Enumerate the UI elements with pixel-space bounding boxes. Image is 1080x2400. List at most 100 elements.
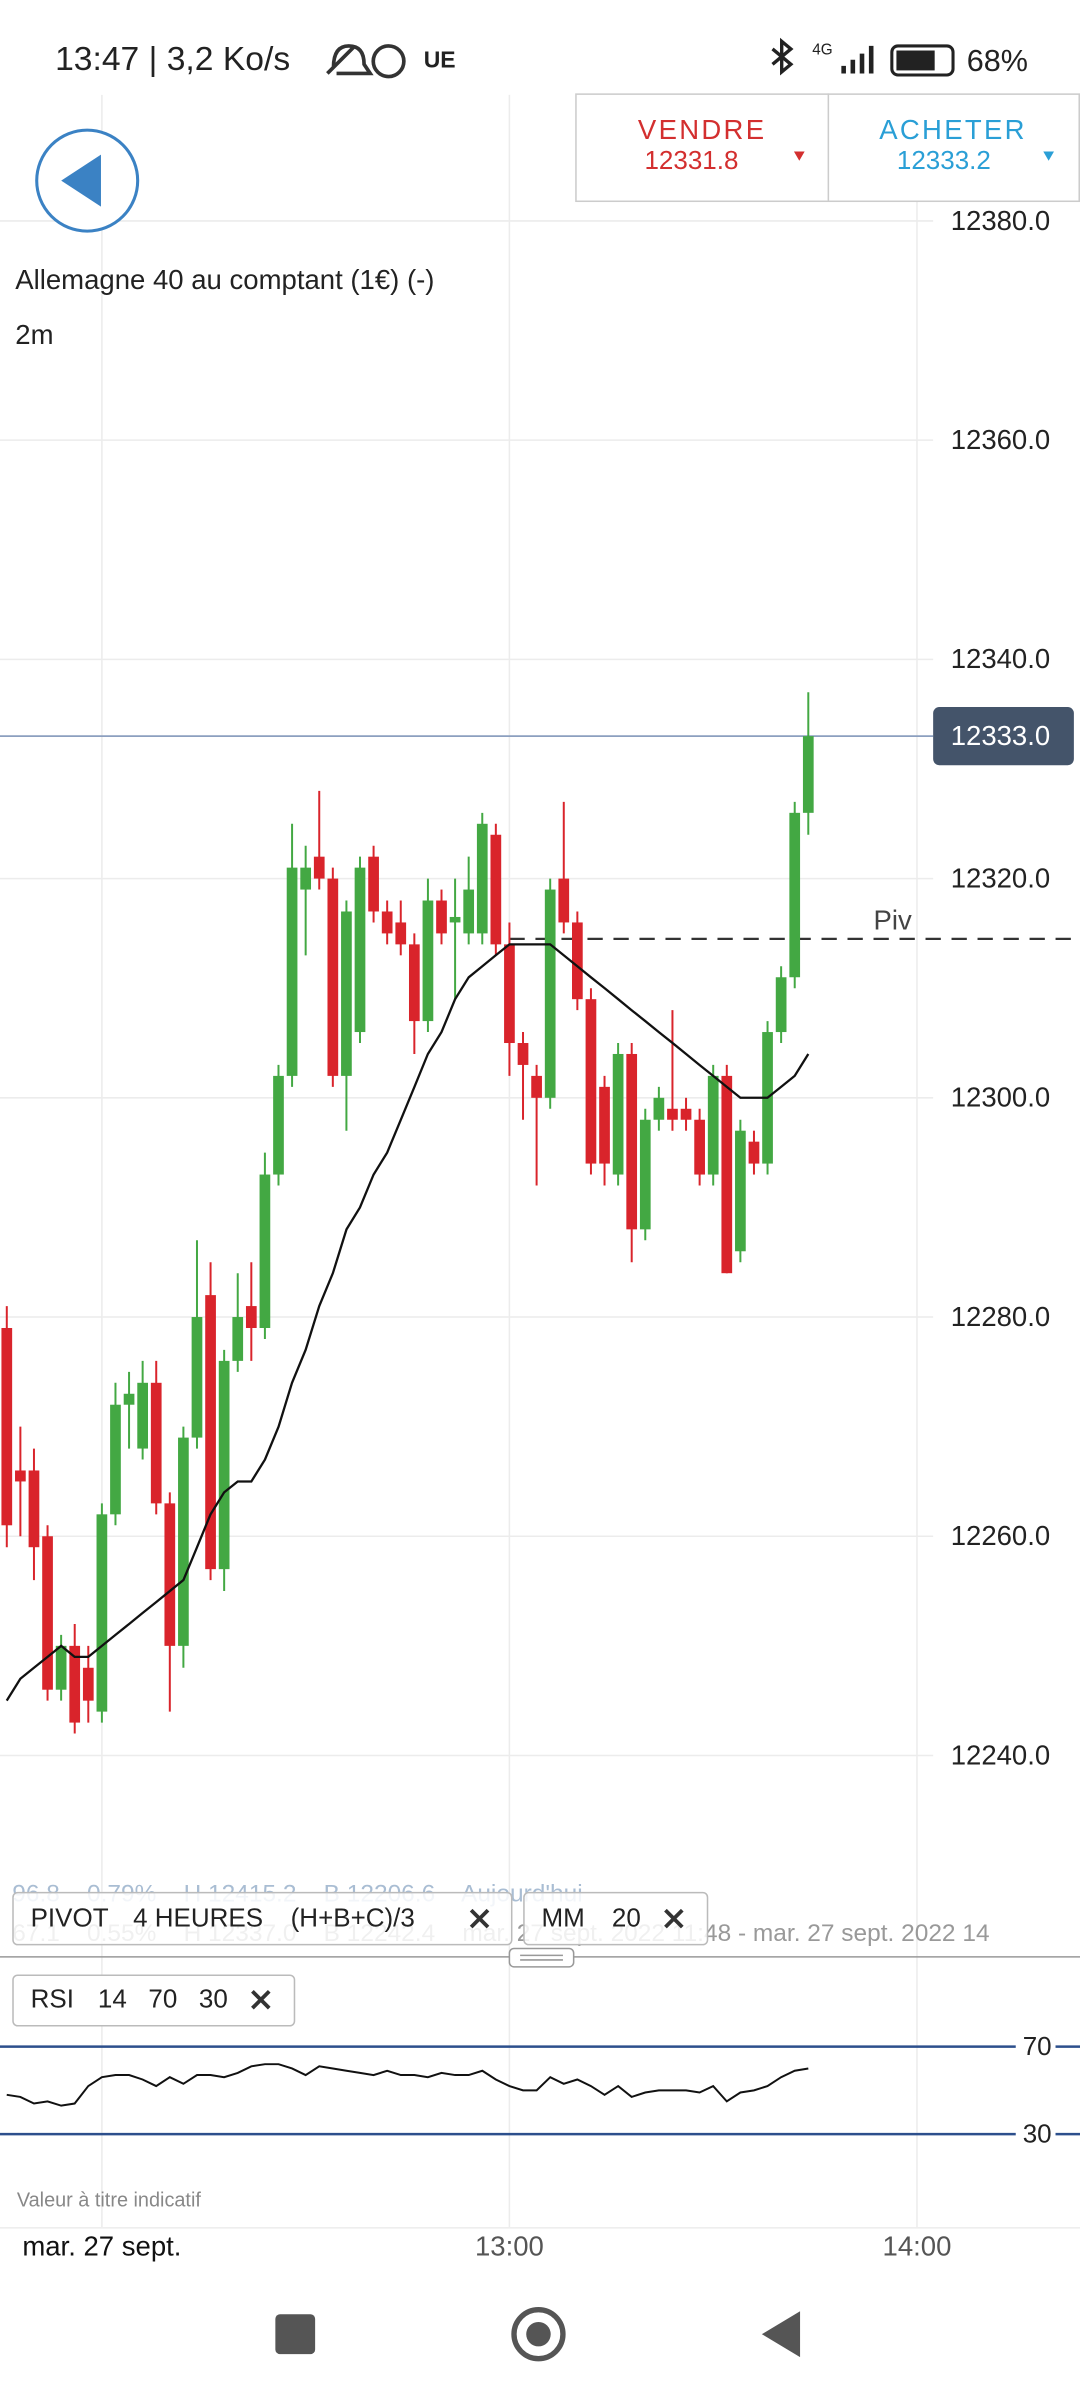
chip-text: (H+B+C)/3 <box>291 1902 415 1932</box>
candle-body <box>123 1393 135 1405</box>
grid <box>0 94 934 2228</box>
candle-body <box>232 1317 244 1361</box>
rsi-pane: 70 30 <box>0 2031 1080 2149</box>
candle-body <box>205 1295 216 1570</box>
nav-home[interactable] <box>511 2307 566 2362</box>
y-tick-label: 12280.0 <box>951 1301 1051 1332</box>
buy-button[interactable]: ACHETER 12333.2 <box>879 114 1054 175</box>
pivot-chip[interactable]: PIVOT 4 HEURES (H+B+C)/3 <box>12 1891 513 1946</box>
x-axis: mar. 27 sept. 13:00 14:00 <box>22 2231 951 2262</box>
candle-body <box>544 889 556 1098</box>
candle-body <box>680 1108 692 1120</box>
battery-level <box>896 50 935 71</box>
candle-body <box>802 736 814 813</box>
candle-body <box>612 1053 624 1175</box>
status-region: UE <box>424 46 456 72</box>
candle-body <box>55 1645 67 1690</box>
candle-body <box>653 1097 665 1120</box>
candle-body <box>721 1075 733 1274</box>
chart-interval: 2m <box>15 319 53 350</box>
candle-body <box>178 1437 189 1646</box>
status-network: 4G <box>812 42 832 59</box>
signal-icon <box>841 45 874 74</box>
candle-body <box>96 1514 108 1712</box>
candle-body <box>694 1119 705 1175</box>
candle-body <box>463 889 475 934</box>
y-tick-label: 12340.0 <box>951 643 1051 674</box>
candle-body <box>191 1317 203 1438</box>
x-tick-label: 13:00 <box>475 2231 544 2262</box>
y-tick-label: 12260.0 <box>951 1520 1051 1551</box>
candle-body <box>395 922 407 945</box>
candle-body <box>368 856 379 912</box>
candle-body <box>327 878 339 1076</box>
rsi-line <box>6 2063 809 2107</box>
chip-close[interactable] <box>664 1908 684 1929</box>
bluetooth-icon <box>771 37 794 76</box>
x-tick-label: mar. 27 sept. <box>22 2231 181 2262</box>
chart-title: Allemagne 40 au comptant (1€) (-) <box>15 264 434 295</box>
chip-close[interactable] <box>251 1989 271 2010</box>
rsi-level-label-bg <box>1015 2032 1056 2061</box>
y-tick-label: 12300.0 <box>951 1082 1051 1113</box>
disclaimer: Valeur à titre indicatif <box>17 2189 202 2211</box>
current-price-label: 12333.0 <box>951 720 1051 751</box>
candle-body <box>449 916 461 923</box>
candle-body <box>381 911 393 934</box>
x-tick-label: 14:00 <box>883 2231 952 2262</box>
buy-arrow <box>1043 151 1054 161</box>
status-battery: 68% <box>967 44 1028 78</box>
candle-body <box>585 999 597 1164</box>
candle-body <box>436 900 447 934</box>
candle-body <box>273 1075 284 1175</box>
candle-body <box>164 1503 176 1646</box>
candle-body <box>789 812 801 978</box>
rsi-chip[interactable]: RSI 14 70 30 <box>12 1974 296 2027</box>
sell-button[interactable]: VENDRE 12331.8 <box>638 114 805 175</box>
chip-close[interactable] <box>469 1908 490 1929</box>
chip-text: 70 <box>148 1983 177 2013</box>
ma-chip[interactable]: MM 20 <box>523 1891 709 1946</box>
pane-handle[interactable] <box>508 1947 575 1968</box>
back-arrow <box>61 154 101 207</box>
chip-text: MM <box>542 1902 585 1932</box>
candle-body <box>490 834 502 945</box>
candle-body <box>748 1141 760 1164</box>
chip-text: 14 <box>98 1983 127 2013</box>
candle-body <box>286 867 298 1076</box>
y-tick-label: 12240.0 <box>951 1739 1051 1770</box>
nav-home-dot <box>526 2321 551 2347</box>
candle-body <box>300 867 312 890</box>
chip-text: 4 HEURES <box>133 1902 263 1932</box>
pivot-label: Piv <box>873 904 911 935</box>
status-time: 13:47 | 3,2 Ko/s <box>55 41 290 78</box>
rsi-level-label: 70 <box>1023 2031 1052 2061</box>
candle-body <box>218 1360 230 1570</box>
candle-body <box>667 1108 678 1120</box>
bell-icon <box>326 44 374 76</box>
candle-body <box>137 1382 148 1449</box>
candle-body <box>707 1075 719 1175</box>
chip-text: RSI <box>31 1983 74 2013</box>
buy-label: ACHETER <box>879 114 1027 145</box>
sell-arrow <box>793 151 805 161</box>
candle-body <box>110 1404 121 1515</box>
chip-box <box>12 1974 296 2027</box>
candle-body <box>408 944 420 1022</box>
y-tick-label: 12320.0 <box>951 862 1051 893</box>
chip-text: 20 <box>612 1902 641 1932</box>
candle-body <box>28 1470 40 1548</box>
candle-body <box>775 977 787 1033</box>
chip-box <box>523 1891 709 1946</box>
nav-back[interactable] <box>761 2311 801 2358</box>
nav-recent[interactable] <box>275 2314 316 2355</box>
candle-body <box>517 1043 529 1065</box>
candle-body <box>558 878 570 923</box>
candle-body <box>504 944 515 1044</box>
alarm-icon <box>371 44 406 79</box>
chip-text: 30 <box>199 1983 228 2013</box>
candle-body <box>599 1086 610 1164</box>
sell-price: 12331.8 <box>644 145 738 175</box>
